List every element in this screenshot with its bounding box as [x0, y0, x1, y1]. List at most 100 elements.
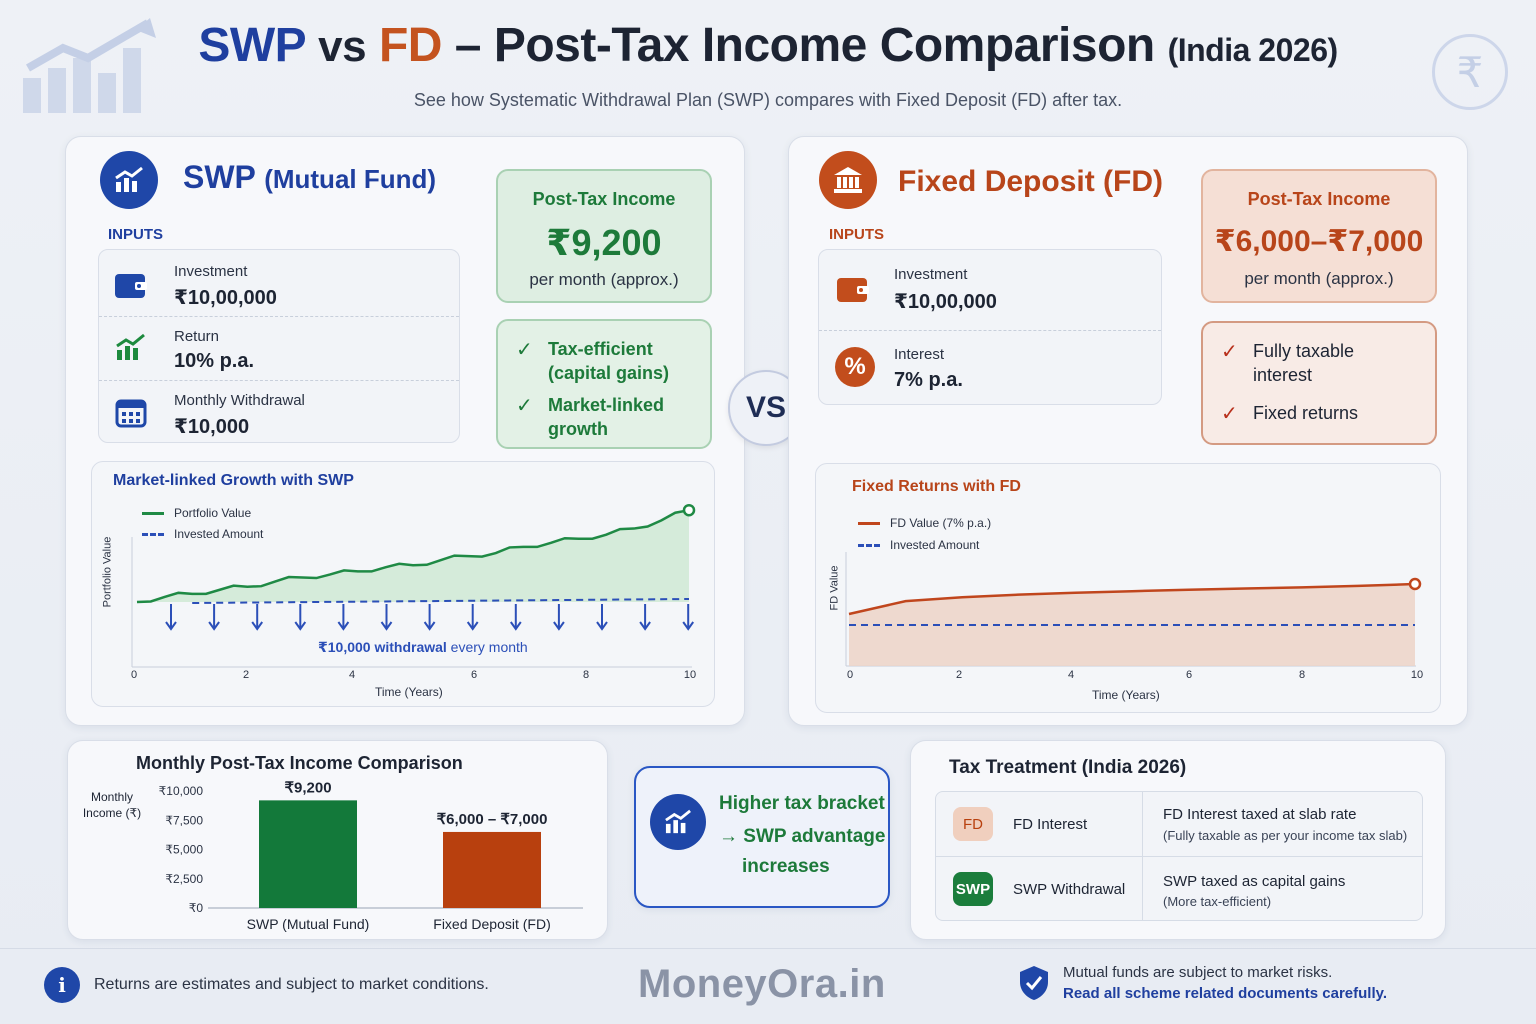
swp-post-tax-box: Post-Tax Income ₹9,200 per month (approx…	[496, 169, 712, 303]
withdrawal-arrowhead	[294, 621, 307, 631]
withdrawal-arrowhead	[380, 621, 393, 631]
withdrawal-arrowhead	[509, 621, 522, 631]
bar-data-label: ₹9,200	[284, 779, 331, 796]
swp-panel: SWP (Mutual Fund) INPUTS Investment ₹10,…	[65, 136, 745, 726]
tax-row-fd: FD FD Interest FD Interest taxed at slab…	[935, 793, 1423, 857]
swp-inputs-label: INPUTS	[108, 226, 164, 243]
bar-data-label: ₹6,000 – ₹7,000	[437, 811, 548, 828]
withdrawal-arrowhead	[639, 621, 651, 631]
legend-fd: FD Value (7% p.a.)	[858, 516, 991, 530]
growth-chart-icon	[650, 794, 706, 850]
x-tick-label: 4	[1068, 669, 1074, 681]
page-title: SWP vs FD – Post-Tax Income Comparison (…	[198, 19, 1338, 72]
fd-inputs-box: Investment ₹10,00,000 % Interest 7% p.a.	[818, 249, 1162, 405]
swp-title: SWP (Mutual Fund)	[183, 159, 437, 195]
check-icon: ✓	[516, 339, 533, 361]
tax-treatment-panel: Tax Treatment (India 2026) FD FD Interes…	[910, 740, 1446, 940]
fd-end-point	[1408, 577, 1422, 591]
fd-value-line	[848, 582, 1416, 616]
fd-badge: FD	[953, 807, 993, 841]
x-tick-label: 10	[684, 669, 696, 681]
bar-chart-title: Monthly Post-Tax Income Comparison	[136, 753, 463, 773]
swp-input-return: Return 10% p.a.	[99, 316, 459, 380]
disclaimer-right-2: Read all scheme related documents carefu…	[1063, 985, 1388, 1002]
percent-icon: %	[835, 347, 875, 387]
swp-chart-icon	[100, 151, 158, 209]
swp-badge: SWP	[953, 872, 993, 906]
swp-features-box: ✓ Tax-efficient (capital gains) ✓ Market-l…	[496, 319, 712, 449]
invested-line	[192, 598, 690, 604]
legend-invested: Invested Amount	[142, 527, 263, 541]
portfolio-line	[136, 508, 690, 604]
shield-icon	[1020, 966, 1048, 1000]
withdrawal-arrowhead	[208, 621, 220, 631]
check-icon: ✓	[1221, 403, 1238, 425]
rupee-coin-decor-icon: ₹	[1432, 34, 1508, 110]
tax-bracket-callout: Higher tax bracket → SWP advantage incre…	[634, 766, 890, 908]
fd-post-tax-box: Post-Tax Income ₹6,000–₹7,000 per month …	[1201, 169, 1437, 303]
fd-inputs-label: INPUTS	[829, 226, 885, 243]
y-tick-label: ₹5,000	[165, 843, 203, 857]
fd-panel: Fixed Deposit (FD) INPUTS Investment ₹10…	[788, 136, 1468, 726]
x-tick-label: 8	[583, 669, 589, 681]
growth-bars-decor-icon	[23, 18, 156, 113]
x-tick-label: 10	[1411, 669, 1423, 681]
x-axis-label: Time (Years)	[1092, 688, 1160, 702]
growth-chart-icon	[116, 333, 145, 360]
x-tick-label: 2	[956, 669, 962, 681]
fd-chart: Fixed Returns with FD FD Value (7% p.a.)…	[815, 463, 1441, 713]
bank-icon	[819, 151, 877, 209]
bar-plot: ₹0 ₹2,500 ₹5,000 ₹7,500 ₹10,000 ₹9,200 SWP (Mu…	[159, 779, 583, 932]
withdrawal-annotation: ₹10,000 withdrawal every month	[318, 639, 528, 655]
withdrawal-arrowhead	[466, 621, 479, 631]
tax-title: Tax Treatment (India 2026)	[949, 757, 1187, 778]
page-subtitle: See how Systematic Withdrawal Plan (SWP)…	[413, 90, 1123, 110]
calendar-icon	[115, 399, 147, 428]
tax-row-swp: SWP SWP Withdrawal SWP taxed as capital …	[935, 858, 1423, 922]
disclaimer-right-1: Mutual funds are subject to market risks…	[1063, 964, 1333, 981]
x-tick-label: 6	[471, 669, 477, 681]
y-tick-label: ₹0	[189, 901, 204, 915]
bar-category-label: Fixed Deposit (FD)	[433, 916, 550, 932]
bar-category-label: SWP (Mutual Fund)	[247, 916, 370, 932]
bar-swp	[259, 800, 357, 908]
wallet-icon	[837, 278, 869, 302]
disclaimer-left: Returns are estimates and subject to mar…	[94, 976, 489, 993]
withdrawal-arrowhead	[596, 621, 608, 631]
fd-input-investment: Investment ₹10,00,000	[819, 250, 1161, 330]
fd-plot: 0 2 4 6 8 10	[845, 552, 1423, 681]
brand-logo: MoneyOra.in	[638, 962, 886, 1006]
swp-plot: 0 2 4 6 8 10	[131, 503, 696, 681]
check-icon: ✓	[1221, 341, 1238, 363]
y-tick-label: ₹7,500	[165, 813, 203, 827]
legend-invested: Invested Amount	[858, 538, 979, 552]
legend-portfolio: Portfolio Value	[142, 506, 251, 520]
x-tick-label: 2	[243, 669, 249, 681]
fd-features-box: ✓ Fully taxable interest ✓ Fixed returns	[1201, 321, 1437, 445]
portfolio-end-point	[682, 503, 696, 517]
swp-growth-chart: Market-linked Growth with SWP Portfolio …	[91, 461, 715, 707]
swp-input-withdrawal: Monthly Withdrawal ₹10,000	[99, 380, 459, 444]
info-icon: i	[44, 967, 80, 1003]
wallet-icon	[115, 274, 147, 298]
portfolio-area	[137, 510, 689, 602]
withdrawal-arrowhead	[553, 621, 565, 631]
x-axis-label: Time (Years)	[375, 685, 443, 699]
fd-input-interest: % Interest 7% p.a.	[819, 330, 1161, 406]
withdrawal-arrowhead	[423, 621, 436, 631]
swp-inputs-box: Investment ₹10,00,000 Return 10% p.a. Mo…	[98, 249, 460, 443]
withdrawal-arrowhead	[251, 621, 264, 631]
bar-fd	[443, 831, 541, 908]
y-tick-label: ₹10,000	[159, 784, 204, 798]
swp-input-investment: Investment ₹10,00,000	[99, 250, 459, 316]
withdrawal-arrowhead	[165, 621, 177, 631]
withdrawal-arrowhead	[337, 621, 350, 631]
bar-y-label: Monthly Income (₹)	[82, 790, 142, 820]
check-icon: ✓	[516, 395, 533, 417]
withdrawal-arrowhead	[682, 621, 695, 631]
x-tick-label: 8	[1299, 669, 1305, 681]
x-tick-label: 0	[131, 669, 137, 681]
x-tick-label: 6	[1186, 669, 1192, 681]
y-tick-label: ₹2,500	[165, 872, 203, 886]
fd-title: Fixed Deposit (FD)	[898, 165, 1164, 198]
